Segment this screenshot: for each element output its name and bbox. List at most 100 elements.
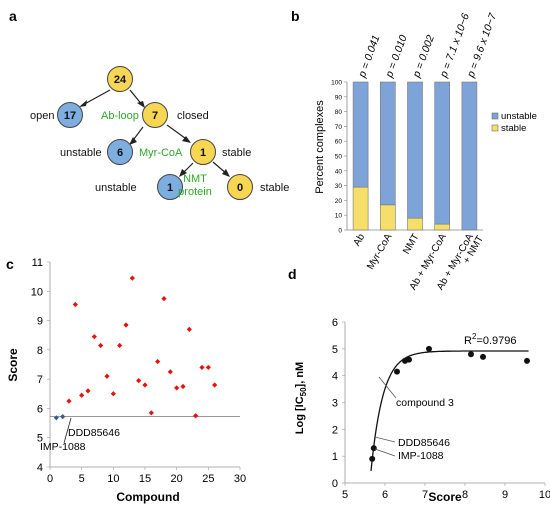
b-bar-unstable xyxy=(434,81,451,225)
c-x-tick-label: 20 xyxy=(171,473,183,485)
c-data-point xyxy=(79,392,85,398)
b-y-tick-label: 70 xyxy=(335,124,343,131)
b-bar-unstable xyxy=(379,81,396,206)
panel-label-c: c xyxy=(6,256,14,272)
d-data-point xyxy=(468,351,474,358)
d-data-point xyxy=(369,455,376,462)
c-data-point xyxy=(85,388,91,394)
b-category-label: Myr-CoA xyxy=(365,232,394,272)
legend-swatch-unstable xyxy=(491,112,499,120)
d-data-point xyxy=(406,356,412,363)
b-y-tick-label: 30 xyxy=(335,183,343,190)
c-x-tick-label: 15 xyxy=(139,473,151,485)
c-x-axis-label: Compound xyxy=(116,490,179,504)
c-y-tick-label: 9 xyxy=(37,316,43,328)
legend-stable: stable xyxy=(501,123,526,134)
c-data-point xyxy=(161,296,167,302)
b-y-tick-label: 40 xyxy=(335,168,343,175)
b-y-tick-label: 0 xyxy=(338,228,342,235)
d-data-point xyxy=(524,357,530,364)
d-x-axis-label: Score xyxy=(428,490,462,504)
d-y-tick-label: 3 xyxy=(332,398,338,410)
d-y-tick-label: 6 xyxy=(332,317,338,329)
c-data-point xyxy=(174,385,180,391)
b-p-value: p = 0.041 xyxy=(356,33,383,79)
b-bar-stable xyxy=(352,186,369,231)
label-myr-coa: Myr-CoA xyxy=(139,147,183,159)
node-6-value: 6 xyxy=(117,147,123,159)
node-7 xyxy=(142,102,168,128)
d-annotation-imp1088: IMP-1088 xyxy=(398,450,444,462)
node-1-stable-value: 1 xyxy=(200,147,206,159)
b-y-tick-label: 60 xyxy=(335,139,343,146)
c-annotation-imp1088: IMP-1088 xyxy=(40,441,86,453)
d-y-axis-label: Log [IC50], nM xyxy=(294,362,308,434)
d-x-tick-label: 9 xyxy=(502,489,508,501)
c-data-point xyxy=(136,378,142,384)
b-bar-unstable xyxy=(352,81,369,188)
legend-swatch-stable xyxy=(491,124,499,132)
c-data-point xyxy=(212,382,218,388)
b-category-label: Ab xyxy=(352,232,368,248)
c-y-tick-label: 5 xyxy=(37,433,43,445)
d-y-tick-label: 2 xyxy=(332,424,338,436)
c-data-point xyxy=(129,275,135,281)
b-bar-unstable xyxy=(407,81,423,219)
c-data-point xyxy=(186,326,192,332)
b-y-tick-label: 80 xyxy=(335,109,343,116)
d-callout-ddd85646 xyxy=(374,436,396,443)
arrowhead xyxy=(79,100,87,107)
panel-label-a: a xyxy=(9,8,17,24)
c-data-point xyxy=(142,382,148,388)
d-data-point xyxy=(370,445,377,452)
d-y-tick-label: 0 xyxy=(332,478,338,490)
d-y-tick-label: 5 xyxy=(332,344,338,356)
c-data-point xyxy=(180,383,186,390)
b-p-value: p = 0.010 xyxy=(383,33,410,80)
d-x-tick-label: 6 xyxy=(382,489,388,501)
b-bar-stable xyxy=(434,223,451,231)
b-bar-stable xyxy=(407,217,423,231)
c-data-point xyxy=(117,342,123,349)
arrowhead xyxy=(137,101,145,108)
b-y-tick-label: 10 xyxy=(335,213,343,220)
c-y-tick-label: 10 xyxy=(31,286,43,298)
arrowhead xyxy=(222,169,230,177)
d-x-tick-label: 10 xyxy=(539,489,550,501)
node-24 xyxy=(107,66,133,92)
c-y-tick-label: 6 xyxy=(37,403,43,415)
d-x-tick-label: 5 xyxy=(342,489,348,501)
c-data-point xyxy=(53,415,59,421)
c-y-tick-label: 4 xyxy=(37,462,43,474)
label-nmt: NMT xyxy=(183,173,207,185)
d-fit-curve xyxy=(370,350,529,471)
b-bar-unstable xyxy=(461,81,478,231)
c-data-point xyxy=(66,398,72,404)
d-x-tick-label: 8 xyxy=(462,489,468,501)
c-x-tick-label: 30 xyxy=(234,473,246,485)
b-category-label: NMT xyxy=(401,232,421,256)
panel-c-scatter: Score Compound 4 5 6 7 8 9 10 11 0 5 10 15 20 25 30 DD… xyxy=(6,257,246,504)
node-1-unstable xyxy=(157,174,183,200)
label-stable-1: stable xyxy=(222,147,251,159)
b-y-tick-label: 50 xyxy=(335,154,343,161)
arrowhead xyxy=(179,169,187,177)
label-open: open xyxy=(30,110,54,122)
legend-unstable: unstable xyxy=(501,111,537,122)
d-data-point xyxy=(480,353,486,360)
c-data-point xyxy=(110,391,116,397)
d-y-tick-label: 1 xyxy=(332,451,338,463)
panel-label-b: b xyxy=(291,8,300,24)
node-7-value: 7 xyxy=(152,110,158,122)
panel-label-d: d xyxy=(288,266,297,282)
node-0 xyxy=(227,174,253,200)
arrowhead xyxy=(129,137,137,145)
label-ab-loop: Ab-loop xyxy=(101,110,139,122)
c-data-point xyxy=(205,364,211,371)
panel-a-tree: 24 17 7 6 1 1 0 open closed unstable sta… xyxy=(30,66,289,200)
b-y-tick-label: 20 xyxy=(335,198,343,205)
panel-d-correlation: Log [IC50], nM Score 0 1 2 3 4 5 6 5 6 7 8 9 10 R2=0… xyxy=(294,317,550,504)
c-data-point xyxy=(199,364,205,371)
node-1-stable xyxy=(190,139,216,165)
